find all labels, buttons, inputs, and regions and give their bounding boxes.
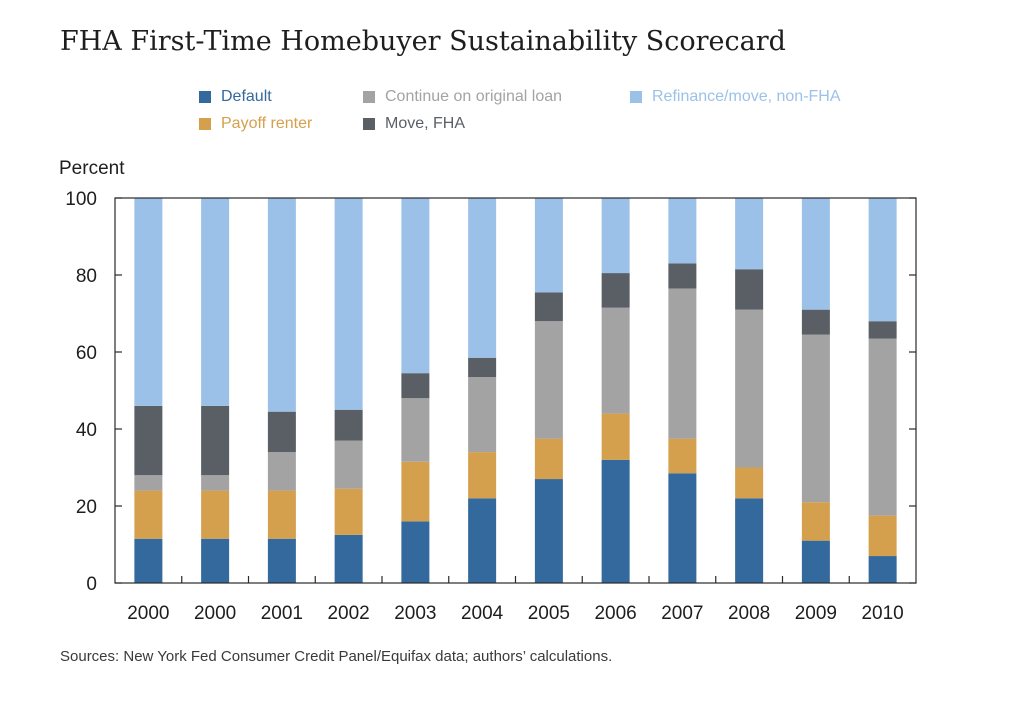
x-tick-label-2000-1: 2000 bbox=[194, 603, 236, 624]
bar-segment-default-2010-11 bbox=[868, 556, 897, 583]
axes-layer bbox=[114, 197, 917, 584]
bar-segment-move-fha-2008-9 bbox=[735, 269, 764, 310]
chart-title: FHA First-Time Homebuyer Sustainability … bbox=[60, 26, 786, 57]
x-tick-label-2005-6: 2005 bbox=[528, 603, 570, 624]
x-tick-label-2010-11: 2010 bbox=[861, 603, 903, 624]
bar-segment-continue-on-original-loan-2000-1 bbox=[201, 475, 230, 491]
bar-segment-payoff-renter-2003-4 bbox=[401, 461, 430, 522]
bar-segment-move-fha-2004-5 bbox=[468, 357, 497, 378]
y-tick-label-20: 20 bbox=[76, 497, 97, 518]
bar-segment-move-fha-2002-3 bbox=[334, 409, 363, 441]
x-tick-label-2000-0: 2000 bbox=[127, 603, 169, 624]
bar-segment-continue-on-original-loan-2007-8 bbox=[668, 288, 697, 439]
bar-segment-payoff-renter-2000-1 bbox=[201, 490, 230, 539]
bar-segment-payoff-renter-2002-3 bbox=[334, 488, 363, 535]
bar-segment-move-fha-2009-10 bbox=[801, 309, 830, 335]
x-tick-label-2009-10: 2009 bbox=[795, 603, 837, 624]
bar-segment-continue-on-original-loan-2009-10 bbox=[801, 334, 830, 503]
bar-segment-refinance-move-non-fha-2006-7 bbox=[601, 198, 630, 274]
bar-segment-move-fha-2006-7 bbox=[601, 273, 630, 308]
bars-layer bbox=[134, 198, 897, 584]
bar-segment-refinance-move-non-fha-2000-1 bbox=[201, 198, 230, 406]
bar-segment-default-2004-5 bbox=[468, 498, 497, 583]
source-note: Sources: New York Fed Consumer Credit Pa… bbox=[60, 648, 613, 665]
bar-segment-payoff-renter-2010-11 bbox=[868, 515, 897, 557]
bar-segment-continue-on-original-loan-2005-6 bbox=[534, 321, 563, 439]
bar-segment-refinance-move-non-fha-2000-0 bbox=[134, 198, 163, 406]
x-tick-label-2008-9: 2008 bbox=[728, 603, 770, 624]
bar-segment-refinance-move-non-fha-2009-10 bbox=[801, 198, 830, 310]
x-tick-label-2007-8: 2007 bbox=[661, 603, 703, 624]
tick-labels-layer: 0 20 40 60 80 100 2000 2000 2001 2002 2003 2004 2005… bbox=[65, 189, 903, 624]
legend-swatch-move-fha bbox=[363, 118, 375, 130]
bar-segment-payoff-renter-2006-7 bbox=[601, 413, 630, 460]
bar-segment-refinance-move-non-fha-2003-4 bbox=[401, 198, 430, 374]
legend-label-continue-on-original-loan: Continue on original loan bbox=[385, 88, 563, 105]
bar-segment-payoff-renter-2004-5 bbox=[468, 452, 497, 499]
legend-label-refinance-move-non-fha: Refinance/move, non-FHA bbox=[652, 88, 841, 105]
bar-segment-default-2000-0 bbox=[134, 538, 163, 583]
bar-segment-refinance-move-non-fha-2004-5 bbox=[468, 198, 497, 358]
bar-segment-payoff-renter-2007-8 bbox=[668, 438, 697, 474]
bar-segment-default-2000-1 bbox=[201, 538, 230, 583]
bar-segment-move-fha-2000-0 bbox=[134, 405, 163, 476]
y-tick-label-100: 100 bbox=[65, 189, 97, 210]
bar-segment-continue-on-original-loan-2006-7 bbox=[601, 307, 630, 414]
legend-swatch-continue-on-original-loan bbox=[363, 91, 375, 103]
bar-segment-default-2008-9 bbox=[735, 498, 764, 583]
bar-segment-default-2005-6 bbox=[534, 479, 563, 583]
bar-segment-move-fha-2003-4 bbox=[401, 373, 430, 399]
bar-segment-continue-on-original-loan-2003-4 bbox=[401, 398, 430, 462]
plot-frame bbox=[114, 197, 917, 584]
bar-segment-payoff-renter-2009-10 bbox=[801, 502, 830, 541]
bar-segment-payoff-renter-2005-6 bbox=[534, 438, 563, 480]
y-tick-label-0: 0 bbox=[86, 574, 97, 595]
bar-segment-move-fha-2007-8 bbox=[668, 263, 697, 289]
legend-swatch-payoff-renter bbox=[199, 118, 211, 130]
bar-segment-continue-on-original-loan-2004-5 bbox=[468, 377, 497, 453]
bar-segment-default-2001-2 bbox=[267, 538, 296, 583]
bar-segment-payoff-renter-2001-2 bbox=[267, 490, 296, 539]
bar-segment-default-2003-4 bbox=[401, 521, 430, 583]
bar-segment-refinance-move-non-fha-2002-3 bbox=[334, 198, 363, 410]
bar-segment-default-2007-8 bbox=[668, 473, 697, 583]
bar-segment-continue-on-original-loan-2000-0 bbox=[134, 475, 163, 491]
y-tick-label-60: 60 bbox=[76, 343, 97, 364]
bar-segment-continue-on-original-loan-2001-2 bbox=[267, 452, 296, 491]
bar-segment-refinance-move-non-fha-2008-9 bbox=[735, 198, 764, 270]
bar-segment-default-2006-7 bbox=[601, 459, 630, 583]
x-tick-label-2003-4: 2003 bbox=[394, 603, 436, 624]
bar-segment-move-fha-2001-2 bbox=[267, 411, 296, 453]
bar-segment-payoff-renter-2008-9 bbox=[735, 467, 764, 499]
x-tick-label-2001-2: 2001 bbox=[261, 603, 303, 624]
x-tick-label-2006-7: 2006 bbox=[594, 603, 636, 624]
bar-segment-move-fha-2010-11 bbox=[868, 321, 897, 339]
y-tick-label-40: 40 bbox=[76, 420, 97, 441]
bar-segment-default-2002-3 bbox=[334, 534, 363, 584]
bar-segment-move-fha-2000-1 bbox=[201, 405, 230, 476]
legend-label-payoff-renter: Payoff renter bbox=[221, 115, 313, 132]
bar-segment-default-2009-10 bbox=[801, 540, 830, 583]
bar-segment-continue-on-original-loan-2002-3 bbox=[334, 440, 363, 489]
legend-label-move-fha: Move, FHA bbox=[385, 115, 466, 132]
legend-swatch-refinance-move-non-fha bbox=[630, 91, 642, 103]
bar-segment-refinance-move-non-fha-2010-11 bbox=[868, 198, 897, 322]
y-axis-label: Percent bbox=[59, 158, 125, 179]
bar-segment-refinance-move-non-fha-2001-2 bbox=[267, 198, 296, 412]
bar-segment-continue-on-original-loan-2008-9 bbox=[735, 309, 764, 468]
bar-segment-move-fha-2005-6 bbox=[534, 292, 563, 322]
legend-swatch-default bbox=[199, 91, 211, 103]
y-tick-label-80: 80 bbox=[76, 266, 97, 287]
bar-segment-refinance-move-non-fha-2005-6 bbox=[534, 198, 563, 293]
bar-segment-continue-on-original-loan-2010-11 bbox=[868, 338, 897, 516]
legend-label-default: Default bbox=[221, 88, 272, 105]
x-tick-label-2004-5: 2004 bbox=[461, 603, 504, 624]
bar-segment-refinance-move-non-fha-2007-8 bbox=[668, 198, 697, 264]
x-tick-label-2002-3: 2002 bbox=[327, 603, 369, 624]
bar-segment-payoff-renter-2000-0 bbox=[134, 490, 163, 539]
